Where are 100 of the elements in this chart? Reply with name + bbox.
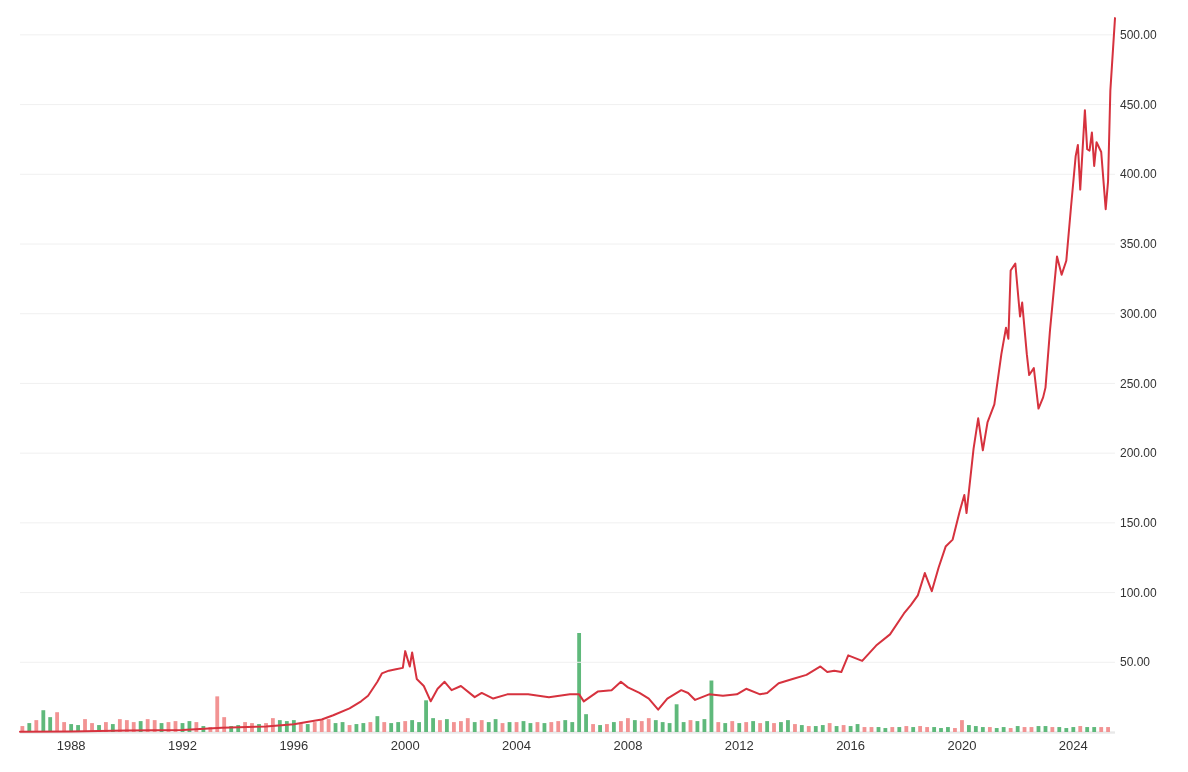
y-tick-label: 500.00 [1120, 28, 1158, 43]
bar [653, 720, 658, 732]
bar [1071, 727, 1076, 732]
x-tick-label: 1988 [56, 738, 86, 753]
bar [799, 725, 804, 732]
bar [368, 722, 373, 732]
bar [813, 726, 818, 732]
bar [1008, 728, 1013, 732]
x-tick-label: 1996 [279, 738, 309, 753]
bar [438, 720, 442, 732]
bar [55, 712, 60, 732]
bar [598, 725, 602, 732]
bar [793, 724, 797, 732]
bar [848, 726, 853, 732]
x-tick-label: 2016 [836, 738, 866, 753]
x-tick-label: 2008 [613, 738, 643, 753]
bar [987, 727, 992, 732]
bar [939, 728, 943, 732]
bar [1092, 727, 1097, 732]
bar [918, 726, 923, 732]
bar [424, 700, 428, 732]
bar [625, 718, 630, 732]
bar [1099, 727, 1104, 732]
bar [925, 727, 930, 732]
bar [1057, 727, 1062, 732]
bar [605, 724, 609, 732]
bar [361, 723, 366, 732]
y-tick-label: 250.00 [1120, 376, 1158, 391]
bar [953, 728, 957, 732]
bar [570, 722, 575, 732]
bar [431, 718, 435, 732]
bar [563, 720, 568, 732]
bar [904, 726, 909, 732]
bar [890, 727, 895, 732]
bar [632, 720, 637, 732]
bar [723, 723, 728, 732]
bar [375, 716, 380, 732]
bar [674, 704, 679, 732]
bar [611, 722, 616, 732]
bar [897, 727, 902, 732]
bar [34, 720, 39, 732]
bar [326, 719, 331, 732]
bar [994, 728, 999, 732]
x-tick-label: 1992 [168, 738, 197, 753]
bar [758, 723, 763, 732]
bar [646, 718, 651, 732]
x-tick-label: 2012 [724, 738, 754, 753]
bar [716, 722, 721, 732]
x-tick-label: 2024 [1058, 738, 1088, 753]
bar [215, 696, 220, 732]
bar [459, 721, 463, 732]
bar [980, 727, 985, 732]
line-series [19, 17, 1116, 733]
bar [737, 723, 742, 732]
y-tick-label: 100.00 [1120, 585, 1158, 600]
bar [1001, 727, 1006, 732]
bar [591, 724, 595, 732]
y-tick-label: 400.00 [1120, 167, 1158, 182]
bar [486, 722, 491, 732]
bar [820, 725, 825, 732]
bar [444, 719, 449, 732]
bar [1085, 727, 1090, 732]
bar [577, 633, 582, 732]
bar [549, 722, 554, 732]
bar [417, 722, 421, 732]
y-tick-label: 350.00 [1120, 237, 1158, 252]
y-tick-label: 150.00 [1120, 516, 1158, 531]
x-tick-label: 2020 [947, 738, 977, 753]
x-tick-label: 2000 [390, 738, 420, 753]
bar [1078, 726, 1083, 732]
bar [451, 722, 456, 732]
bar [681, 722, 686, 732]
bar [41, 710, 46, 732]
bar [1050, 727, 1055, 732]
bar [584, 714, 588, 732]
bar [312, 722, 317, 732]
bar [841, 725, 846, 732]
bar [1064, 728, 1069, 732]
bar [946, 727, 950, 732]
bar [382, 722, 387, 732]
bar [806, 726, 811, 732]
bar [772, 723, 776, 732]
bar [618, 721, 623, 732]
bar [911, 727, 916, 732]
bar [730, 721, 735, 732]
bar [48, 717, 53, 732]
bar [751, 721, 756, 732]
bar [827, 723, 832, 732]
bar [305, 724, 310, 732]
y-tick-label: 450.00 [1120, 97, 1158, 112]
bar [779, 722, 783, 732]
y-tick-label: 200.00 [1120, 446, 1158, 461]
bar [960, 720, 964, 732]
bar [465, 718, 470, 732]
bar [1106, 727, 1110, 732]
bar [389, 723, 394, 732]
bar [883, 728, 888, 732]
bar [396, 722, 401, 732]
bar [966, 725, 971, 732]
bar [660, 722, 665, 732]
